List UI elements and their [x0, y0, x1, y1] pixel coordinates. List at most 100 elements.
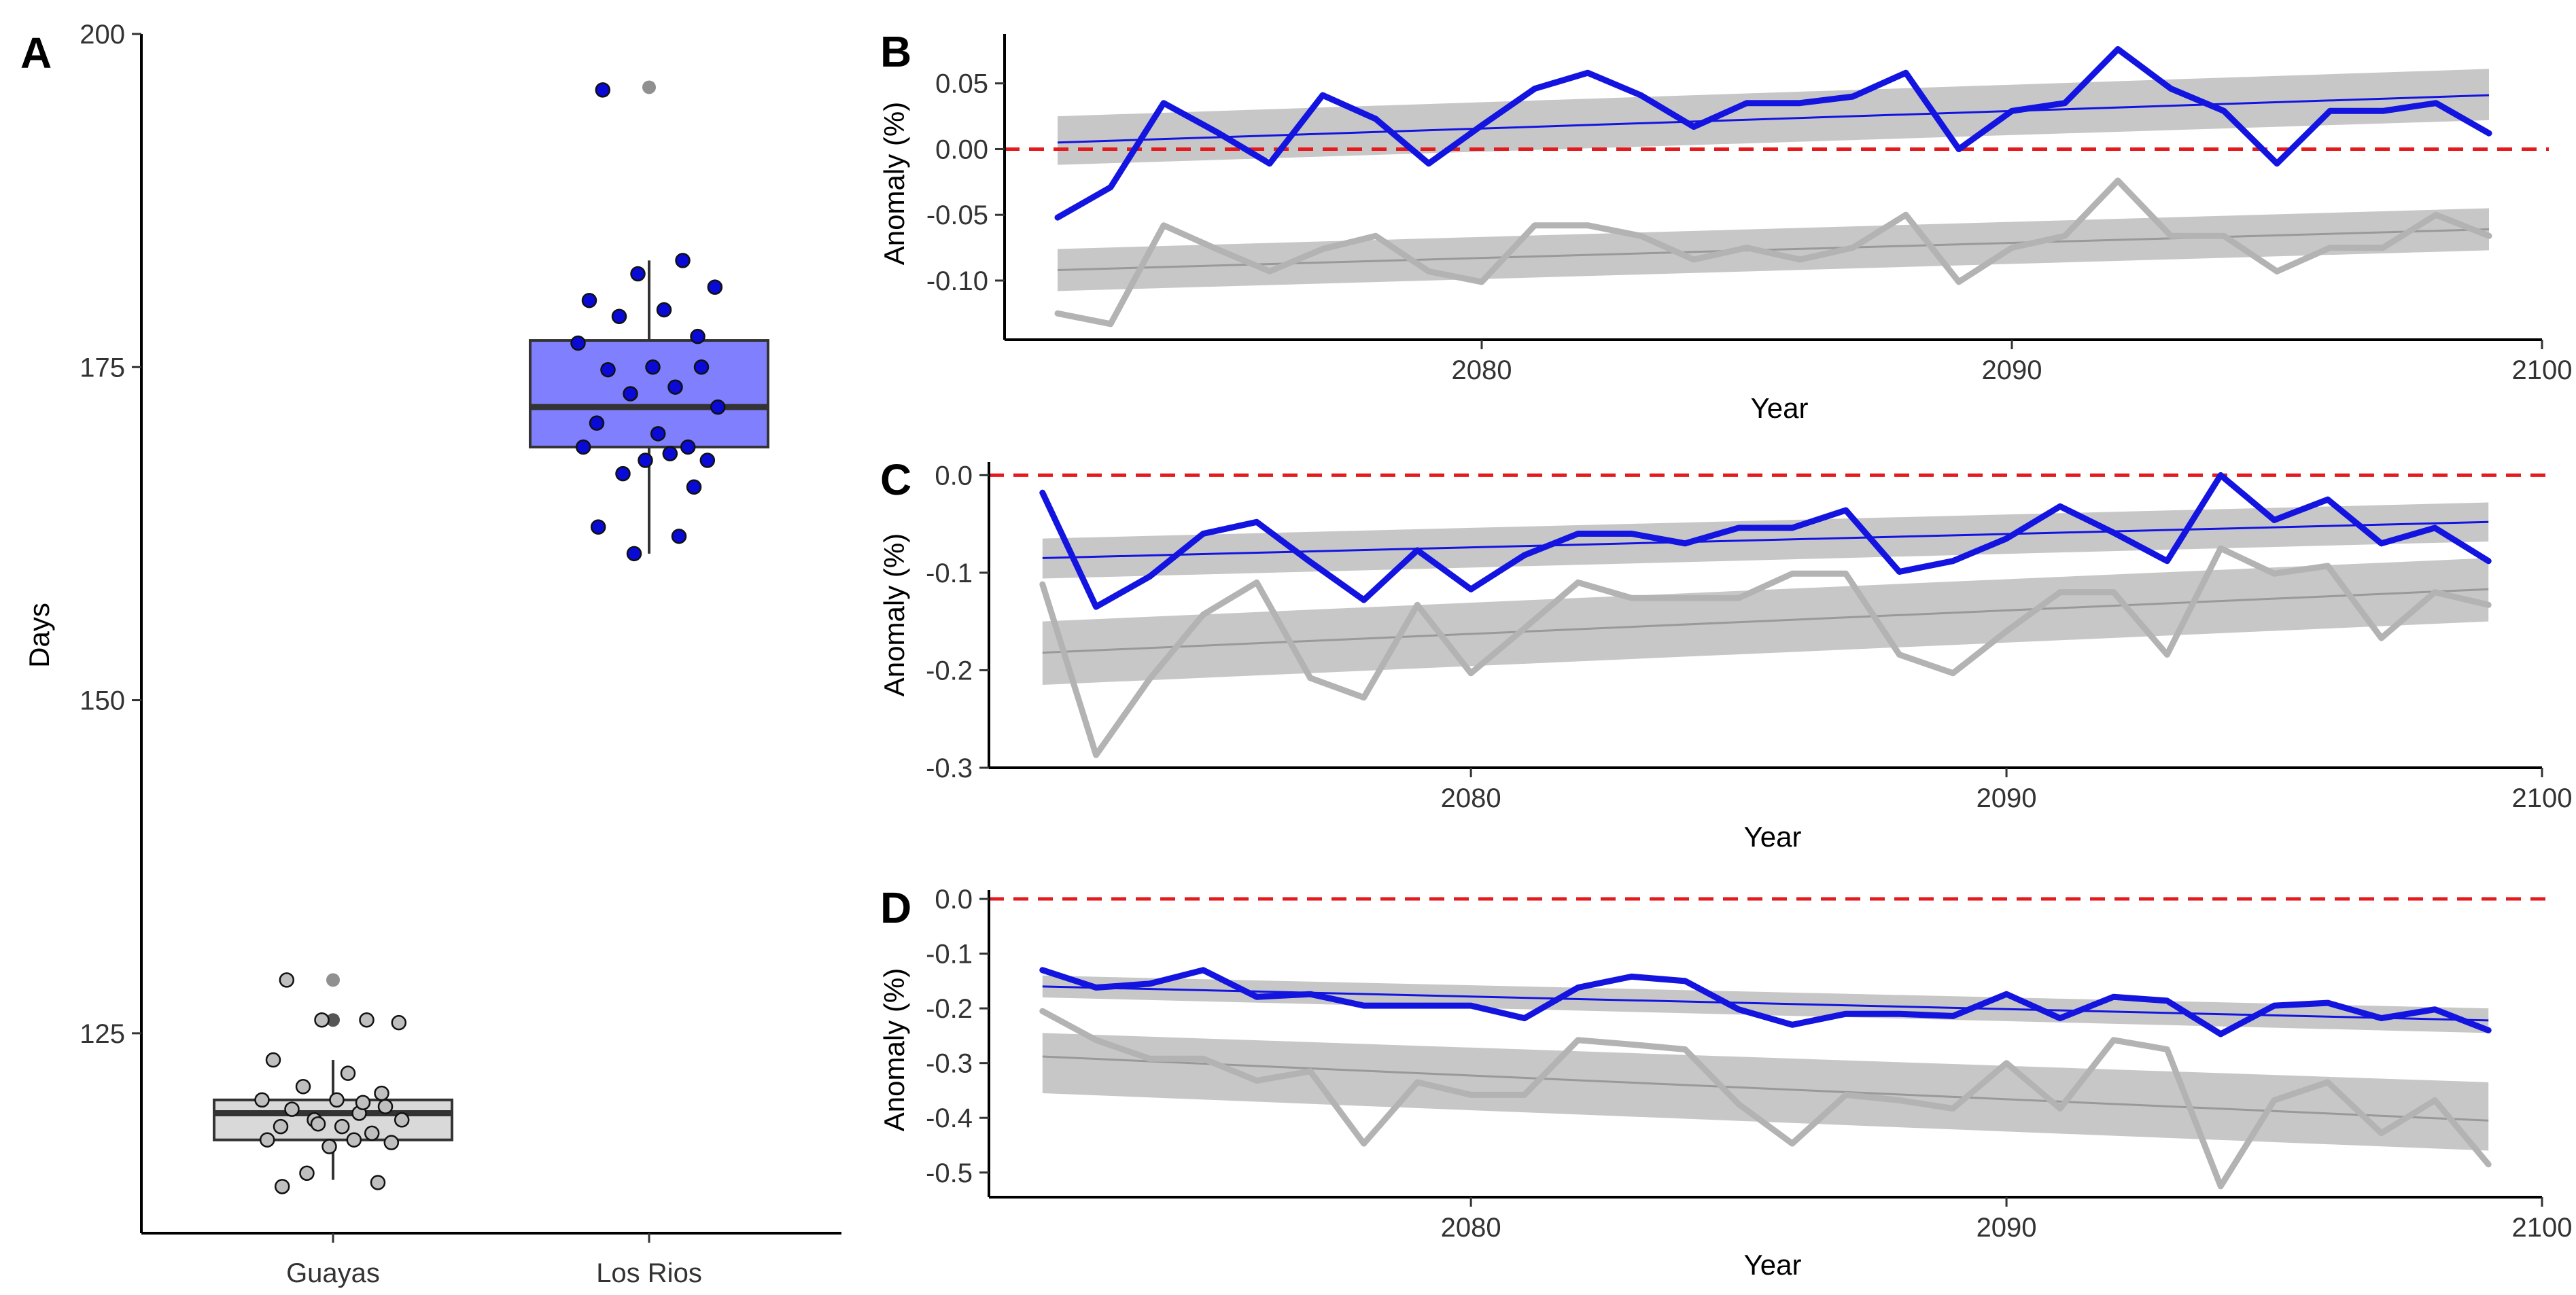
series-line-blue	[1039, 472, 2492, 610]
box-outlier-point	[326, 1013, 340, 1027]
box-jitter-point	[273, 1118, 289, 1135]
box-jitter-point	[662, 446, 678, 461]
box-jitter-point	[595, 82, 611, 98]
series-line-blue	[1054, 46, 2492, 221]
ytick-label: 0.0	[935, 885, 973, 915]
box-jitter-point	[699, 453, 716, 468]
box-jitter-point	[355, 1095, 371, 1111]
box-jitter-point	[590, 519, 606, 535]
box-jitter-point	[656, 302, 672, 318]
box-jitter-point	[615, 465, 631, 482]
panel-a-boxplot: A Days 125 150 175 200 Guayas Los Rios	[20, 20, 841, 1288]
box-jitter-point	[329, 1092, 345, 1108]
box-jitter-point	[310, 1116, 326, 1132]
box-jitter-point	[611, 308, 627, 325]
ytick-label: -0.1	[926, 940, 973, 970]
box-jitter-point	[667, 379, 683, 395]
box-jitter-point	[600, 361, 616, 378]
ytick-label: 0.0	[935, 461, 973, 491]
panel-a-marks: 125 150 175 200 Guayas Los Rios	[80, 20, 841, 1288]
panel-a-ytick-label: 175	[80, 353, 125, 383]
panel-b-letter: B	[880, 27, 911, 76]
panel-a-xtick-label: Los Rios	[596, 1258, 702, 1288]
xtick-label: 2080	[1441, 783, 1501, 813]
box-jitter-point	[675, 253, 691, 268]
box-jitter-point	[279, 972, 295, 988]
box-jitter-point	[364, 1125, 380, 1141]
panel-b-marks: -0.10 -0.05 0.00 0.05 2080 2090 2100	[926, 34, 2572, 385]
ytick-label: -0.4	[926, 1103, 973, 1133]
trend-line-blue	[1042, 985, 2489, 1022]
box-jitter-point	[650, 426, 666, 442]
series-line-grey	[1039, 1008, 2492, 1190]
trend-line-grey	[1042, 588, 2489, 654]
box-jitter-point	[383, 1135, 400, 1150]
box-jitter-point	[334, 1118, 350, 1135]
confidence-band	[1058, 69, 2489, 165]
box-outlier-point	[326, 973, 340, 987]
box-jitter-point	[259, 1132, 275, 1148]
xtick-label: 2090	[1977, 783, 2037, 813]
panel-a-ylabel: Days	[23, 603, 55, 668]
ytick-label: -0.3	[926, 1049, 973, 1079]
box-jitter-point	[671, 529, 687, 544]
box-jitter-point	[254, 1092, 270, 1108]
box-jitter-point	[299, 1165, 315, 1181]
ytick-label: -0.2	[926, 994, 973, 1024]
box-jitter-point	[374, 1085, 389, 1101]
box-jitter-point	[645, 359, 661, 375]
ytick-label: -0.2	[926, 656, 973, 686]
box-jitter-point	[284, 1101, 300, 1117]
series-line-grey	[1039, 545, 2492, 758]
box-jitter-point	[359, 1012, 375, 1028]
box-jitter-point	[690, 328, 706, 344]
xtick-label: 2090	[1977, 1213, 2037, 1243]
panel-a-xtick-label: Guayas	[286, 1258, 380, 1288]
panel-c-xlabel: Year	[1744, 821, 1802, 853]
panel-b-xlabel: Year	[1751, 392, 1809, 424]
box-jitter-point	[623, 386, 638, 402]
panel-a-ytick-label: 150	[80, 686, 125, 716]
xtick-label: 2090	[1982, 355, 2042, 385]
ytick-label: -0.5	[926, 1158, 973, 1188]
panel-d-marks: -0.5 -0.4 -0.3 -0.2 -0.1 0.0 2080 2090 2100	[926, 885, 2572, 1243]
box-iqr	[213, 1098, 453, 1141]
panel-c-marks: -0.3 -0.2 -0.1 0.0 2080 2090 2100	[926, 461, 2572, 813]
box-jitter-point	[570, 335, 586, 351]
box-jitter-point	[370, 1175, 386, 1190]
box-jitter-point	[377, 1099, 394, 1114]
ytick-label: -0.05	[926, 200, 988, 230]
box-jitter-point	[680, 439, 696, 455]
box-jitter-point	[589, 415, 605, 431]
box-jitter-point	[581, 292, 597, 308]
panel-b-linechart: B Anomaly (%) Year -0.10 -0.05 0.00 0.05 208…	[878, 27, 2572, 424]
trend-line-blue	[1057, 94, 2490, 144]
box-jitter-point	[686, 479, 702, 495]
box-jitter-point	[340, 1065, 356, 1081]
box-jitter-point	[295, 1079, 311, 1095]
ytick-label: -0.10	[926, 266, 988, 296]
box-jitter-point	[394, 1112, 410, 1128]
panel-a-ytick-label: 125	[80, 1019, 125, 1049]
ytick-label: 0.00	[935, 135, 988, 164]
box-jitter-point	[265, 1052, 281, 1068]
box-jitter-point	[626, 546, 642, 562]
box-outlier-point	[642, 80, 656, 94]
box-jitter-point	[575, 439, 591, 455]
panel-c-ylabel: Anomaly (%)	[878, 533, 910, 696]
ytick-label: 0.05	[935, 69, 988, 99]
box-jitter-point	[707, 279, 723, 295]
panel-a-ytick-label: 200	[80, 20, 125, 50]
xtick-label: 2080	[1452, 355, 1512, 385]
box-jitter-point	[391, 1014, 407, 1031]
panel-d-xlabel: Year	[1744, 1249, 1802, 1281]
box-jitter-point	[274, 1179, 290, 1194]
panel-d-ylabel: Anomaly (%)	[878, 968, 910, 1131]
series-line-grey	[1054, 177, 2492, 327]
series-line-blue	[1039, 967, 2492, 1037]
box-jitter-point	[314, 1012, 330, 1028]
box-iqr	[529, 339, 769, 448]
panel-c-letter: C	[880, 455, 911, 504]
ytick-label: -0.3	[926, 753, 973, 783]
